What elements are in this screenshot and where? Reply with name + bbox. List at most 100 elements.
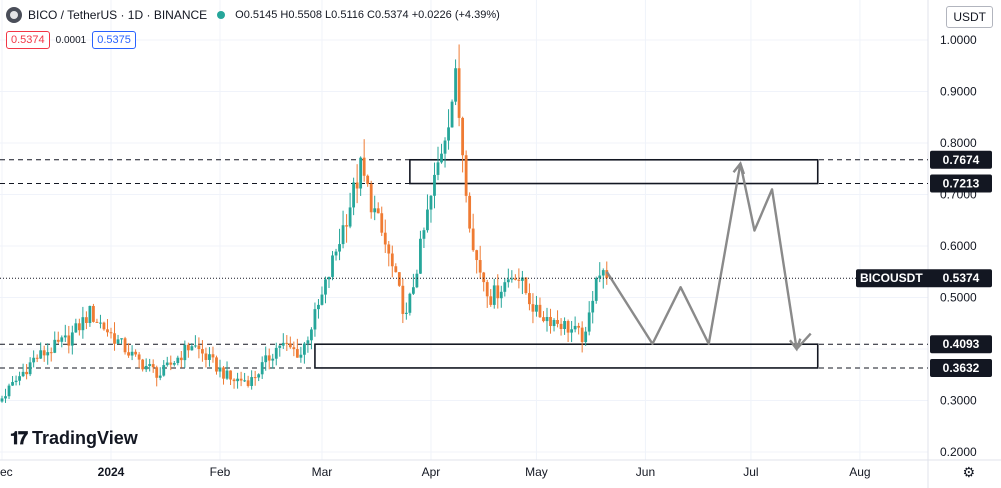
candle-body xyxy=(243,380,247,382)
candle-body xyxy=(137,354,141,360)
candle-body xyxy=(144,365,148,370)
candle-body xyxy=(380,213,384,233)
candle-body xyxy=(81,317,85,331)
candle-body xyxy=(130,351,134,356)
candle-body xyxy=(563,321,566,330)
candle-body xyxy=(35,357,39,359)
x-tick-label: Mar xyxy=(312,465,333,479)
candle-body xyxy=(162,365,166,376)
candle-body xyxy=(95,321,99,323)
x-tick-label: Jul xyxy=(743,465,758,479)
settings-gear-icon[interactable]: ⚙ xyxy=(962,464,975,480)
quote-row: 0.5374 0.0001 0.5375 xyxy=(6,31,136,49)
candle-body xyxy=(63,335,67,338)
candle-body xyxy=(584,331,588,343)
candle-body xyxy=(489,296,493,305)
candle-body xyxy=(415,273,419,288)
candle-body xyxy=(549,316,552,327)
projection-arrowhead xyxy=(789,338,802,352)
candle-body xyxy=(278,345,282,348)
tradingview-logo: 𝟏𝟕 TradingView xyxy=(10,428,138,449)
candle-body xyxy=(531,304,535,312)
candle-body xyxy=(155,367,159,378)
candle-body xyxy=(492,285,496,305)
x-tick-label: 2024 xyxy=(98,465,125,479)
candle-body xyxy=(186,344,190,351)
level-price-label: 0.7674 xyxy=(943,153,980,167)
candle-body xyxy=(605,270,609,279)
candle-body xyxy=(285,342,289,344)
level-label-bg xyxy=(930,335,992,354)
candle-body xyxy=(471,228,475,251)
candle-body xyxy=(295,349,299,358)
candle-body xyxy=(232,379,236,382)
candle-body xyxy=(440,153,443,163)
candle-body xyxy=(116,339,120,344)
candle-body xyxy=(362,157,366,176)
candle-body xyxy=(520,277,524,281)
buy-price-button[interactable]: 0.5375 xyxy=(92,31,136,49)
candle-body xyxy=(566,321,570,333)
candle-body xyxy=(496,285,500,299)
candle-body xyxy=(250,377,254,386)
candle-body xyxy=(559,323,563,330)
candle-body xyxy=(292,347,296,350)
symbol-title[interactable]: BICO / TetherUS · 1D · BINANCE xyxy=(28,8,208,22)
y-tick-label: 0.3000 xyxy=(940,394,977,408)
bico-logo-icon xyxy=(6,7,22,23)
candle-body xyxy=(204,353,208,360)
candle-body xyxy=(25,371,29,375)
candle-body xyxy=(60,337,64,342)
candle-body xyxy=(134,351,138,355)
candle-body xyxy=(436,162,440,175)
candle-body xyxy=(42,350,46,356)
candle-body xyxy=(267,355,271,361)
projection-path xyxy=(605,162,812,351)
currency-button[interactable]: USDT xyxy=(946,6,993,28)
candle-body xyxy=(288,343,292,348)
zone-rect xyxy=(314,343,819,369)
projection-arrowhead xyxy=(732,161,746,175)
candle-body xyxy=(302,343,306,355)
candle-body xyxy=(376,208,380,214)
market-open-dot-icon xyxy=(217,11,226,19)
level-label-bg xyxy=(930,174,992,193)
level-label-bg xyxy=(930,358,992,377)
candle-body xyxy=(14,380,18,383)
level-price-label: 0.7213 xyxy=(943,177,980,191)
candle-body xyxy=(383,232,387,245)
candle-body xyxy=(390,253,394,267)
candle-body xyxy=(246,380,250,386)
candle-body xyxy=(598,275,602,279)
candle-body xyxy=(113,333,116,344)
candle-body xyxy=(394,266,398,273)
candle-body xyxy=(253,377,257,379)
candle-body xyxy=(404,312,408,314)
candle-body xyxy=(419,238,422,274)
candle-body xyxy=(338,244,341,252)
candle-body xyxy=(426,209,429,231)
candle-body xyxy=(306,340,310,344)
x-tick-label: May xyxy=(525,465,548,479)
candle-body xyxy=(201,349,204,354)
logo-text: TradingView xyxy=(32,428,138,448)
candle-body xyxy=(56,339,60,342)
candle-body xyxy=(429,195,433,210)
chart-legend: BICO / TetherUS · 1D · BINANCE O0.5145 H… xyxy=(6,5,500,25)
candle-body xyxy=(580,327,584,343)
candle-body xyxy=(552,320,556,327)
sell-price-button[interactable]: 0.5374 xyxy=(6,31,50,49)
candle-body xyxy=(92,305,95,322)
candle-body xyxy=(274,347,278,359)
candle-body xyxy=(106,329,109,333)
candle-body xyxy=(331,255,334,277)
candle-body xyxy=(401,285,405,314)
candle-body xyxy=(513,278,517,280)
candle-body xyxy=(345,225,348,227)
candle-body xyxy=(594,278,598,301)
candle-body xyxy=(601,270,605,276)
candle-body xyxy=(524,277,528,294)
candle-body xyxy=(208,354,211,360)
candle-body xyxy=(352,182,356,208)
